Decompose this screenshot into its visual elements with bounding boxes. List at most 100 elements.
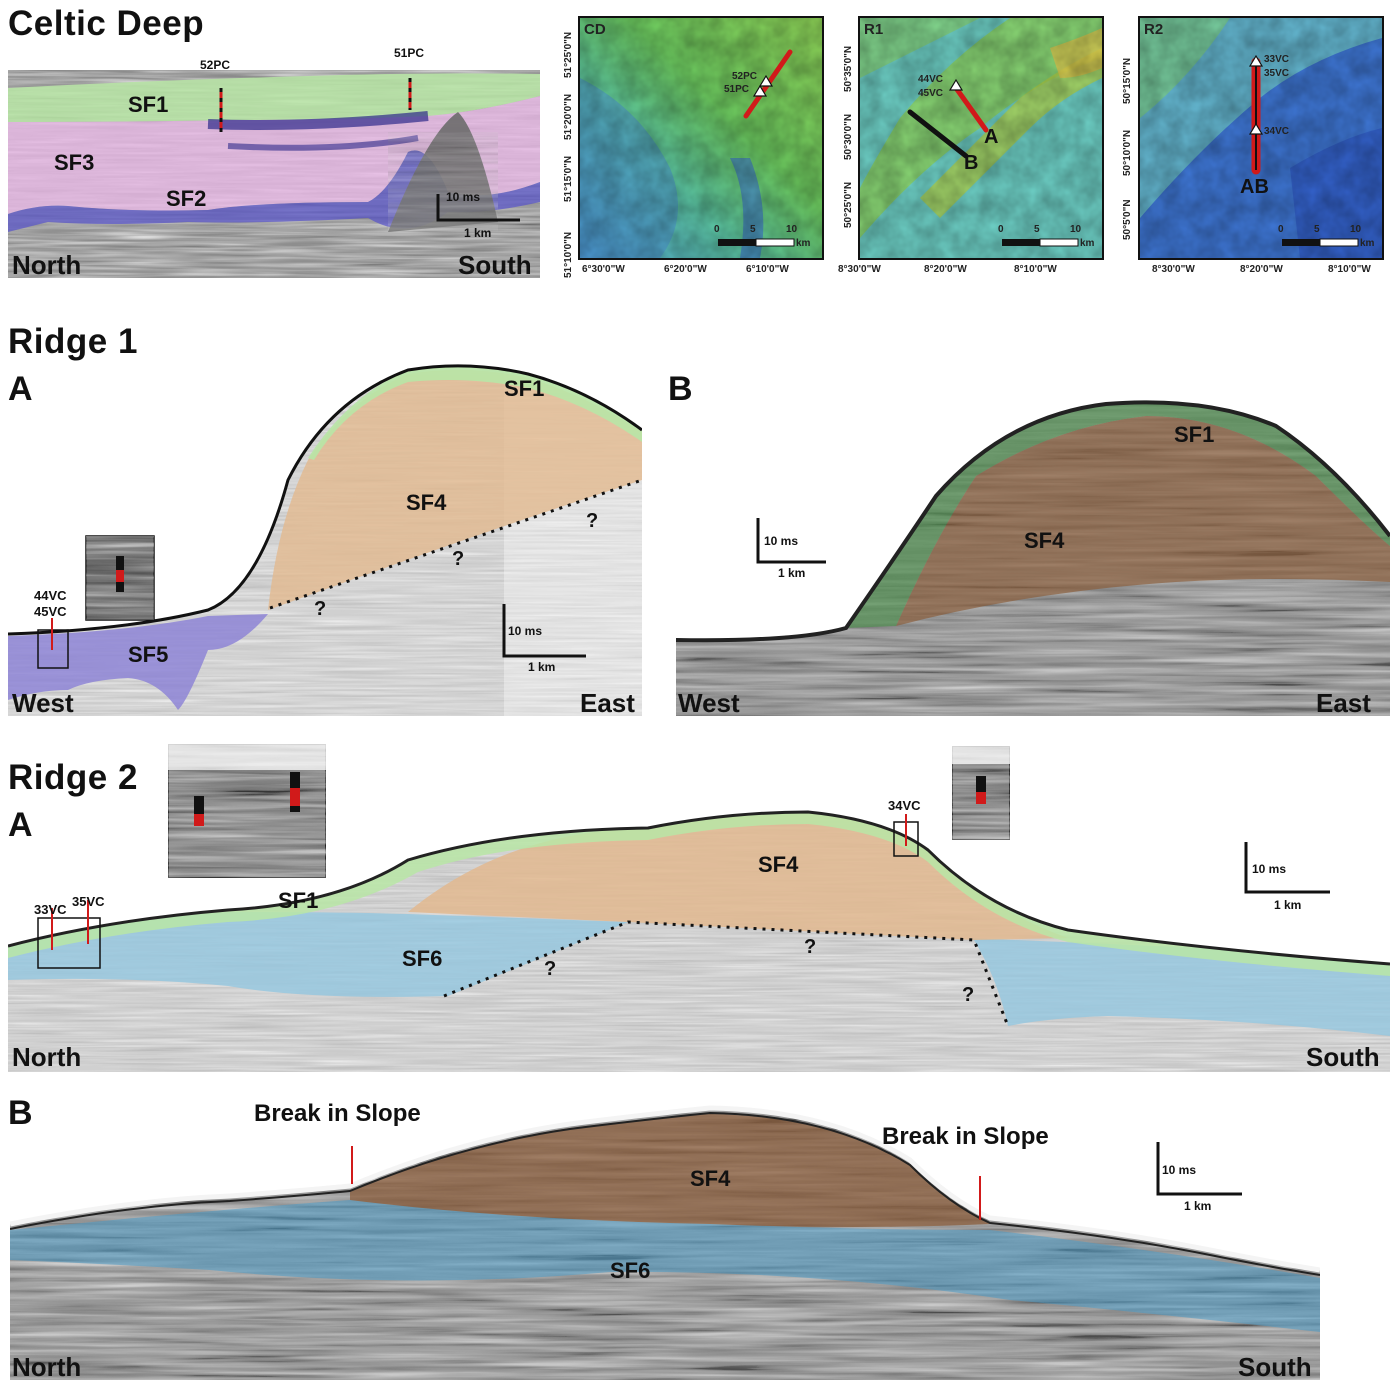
lon-tick: 6°30'0"W (582, 264, 625, 275)
boundary-dotted (443, 920, 1010, 1027)
scale-bar (502, 604, 586, 658)
label-sf1: SF1 (504, 376, 545, 401)
scale-bar (1244, 842, 1330, 894)
unit-sf4 (268, 369, 642, 610)
core-inset (168, 744, 326, 878)
core-label-35vc: 35VC (72, 894, 105, 909)
core-label-45vc: 45VC (34, 604, 67, 619)
scale-horizontal: 1 km (528, 660, 556, 674)
lat-tick: 50°15'0"N (1122, 57, 1133, 104)
core-inset (952, 746, 1010, 840)
track-r1-b (907, 109, 969, 159)
unit-sf6 (8, 912, 628, 997)
ridge2-profile-b (10, 1105, 1320, 1380)
ridge1-profile-b (676, 400, 1390, 716)
map-r1: R1 44VC 45VC A B 0 5 10 km (858, 16, 1104, 260)
lon-tick: 8°30'0"W (1152, 264, 1195, 275)
lon-tick: 6°20'0"W (664, 264, 707, 275)
scale-vertical: 10 ms (764, 534, 799, 548)
map-cd: CD 52PC 51PC 0 5 10 km (578, 16, 824, 260)
ridge1-panel-b-label: B (668, 370, 693, 408)
map-core-label: 52PC (732, 71, 758, 82)
direction-left: West (12, 688, 74, 718)
direction-right: South (1238, 1352, 1312, 1382)
lat-tick: 51°20'0"N (563, 93, 574, 140)
direction-left: North (12, 250, 82, 280)
core-label-44vc: 44VC (34, 588, 67, 603)
map-scale-tick: 0 (998, 224, 1004, 235)
lat-tick: 50°5'0"N (1122, 199, 1133, 240)
map-scale-unit: km (1360, 238, 1375, 249)
unit-sf1 (846, 402, 1390, 628)
map-scale-tick: 5 (1314, 224, 1320, 235)
question-mark: ? (962, 984, 975, 1006)
ridge2-title: Ridge 2 (8, 758, 138, 797)
map-id: CD (584, 21, 606, 38)
unit-sf4 (350, 1114, 990, 1227)
lat-tick: 50°10'0"N (1122, 129, 1133, 176)
lon-tick: 8°10'0"W (1328, 264, 1371, 275)
map-core-label: 35VC (1264, 68, 1290, 79)
direction-right: South (458, 250, 532, 280)
lat-tick: 51°15'0"N (563, 155, 574, 202)
label-sf4: SF4 (690, 1166, 731, 1191)
map-core-label: 34VC (1264, 126, 1290, 137)
direction-right: East (1316, 688, 1371, 718)
question-mark: ? (544, 958, 557, 980)
lon-tick: 8°20'0"W (1240, 264, 1283, 275)
map-scale-tick: 5 (1034, 224, 1040, 235)
map-id: R2 (1144, 21, 1164, 38)
scale-horizontal: 1 km (1184, 1199, 1212, 1213)
direction-right: East (580, 688, 635, 718)
scale-bar (436, 194, 520, 222)
unit-sf1 (308, 365, 642, 460)
map-id: R1 (864, 21, 884, 38)
lon-tick: 8°10'0"W (1014, 264, 1057, 275)
map-scale-tick: 10 (1070, 224, 1082, 235)
line-label: B (964, 152, 979, 174)
lon-tick: 6°10'0"W (746, 264, 789, 275)
scale-vertical: 10 ms (508, 624, 543, 638)
scale-vertical: 10 ms (1162, 1163, 1197, 1177)
map-core-label: 44VC (918, 74, 944, 85)
unit-sf5 (8, 614, 268, 710)
unit-sf4 (896, 416, 1390, 626)
ridge1-title: Ridge 1 (8, 322, 138, 361)
map-scale-unit: km (1080, 238, 1095, 249)
core-label-51pc: 51PC (394, 46, 425, 60)
scale-vertical: 10 ms (446, 190, 481, 204)
map-core-label: 51PC (724, 84, 750, 95)
celtic-deep-title: Celtic Deep (8, 4, 205, 43)
label-sf3: SF3 (54, 150, 95, 175)
map-scale-tick: 10 (786, 224, 798, 235)
label-sf4: SF4 (1024, 528, 1065, 553)
direction-left: West (678, 688, 740, 718)
core-label-33vc: 33VC (34, 902, 67, 917)
map-core-label: 33VC (1264, 54, 1290, 65)
scale-horizontal: 1 km (464, 226, 492, 240)
label-sf6: SF6 (402, 946, 443, 971)
ridge2-panel-b-label: B (8, 1094, 33, 1132)
label-sf1: SF1 (278, 888, 319, 913)
map-r2: R2 33VC 35VC 34VC AB 0 5 10 km (1138, 16, 1384, 260)
direction-left: North (12, 1042, 82, 1072)
map-scale-tick: 0 (714, 224, 720, 235)
core-label-52pc: 52PC (200, 58, 231, 72)
map-scale-unit: km (796, 238, 811, 249)
label-sf2: SF2 (166, 186, 207, 211)
unit-sf6 (10, 1200, 1320, 1332)
label-sf5: SF5 (128, 642, 169, 667)
map-scale-tick: 5 (750, 224, 756, 235)
map-core-label: 45VC (918, 88, 944, 99)
question-mark: ? (804, 936, 817, 958)
label-sf4: SF4 (406, 490, 447, 515)
line-label: AB (1240, 176, 1269, 198)
scale-bar (1156, 1142, 1242, 1196)
label-sf4: SF4 (758, 852, 799, 877)
unit-sf1 (8, 73, 540, 122)
lat-tick: 50°30'0"N (843, 113, 854, 160)
label-sf6: SF6 (610, 1258, 651, 1283)
boundary-dotted (269, 478, 642, 610)
track-r1-a (953, 85, 989, 133)
unit-sf1 (8, 812, 1390, 976)
